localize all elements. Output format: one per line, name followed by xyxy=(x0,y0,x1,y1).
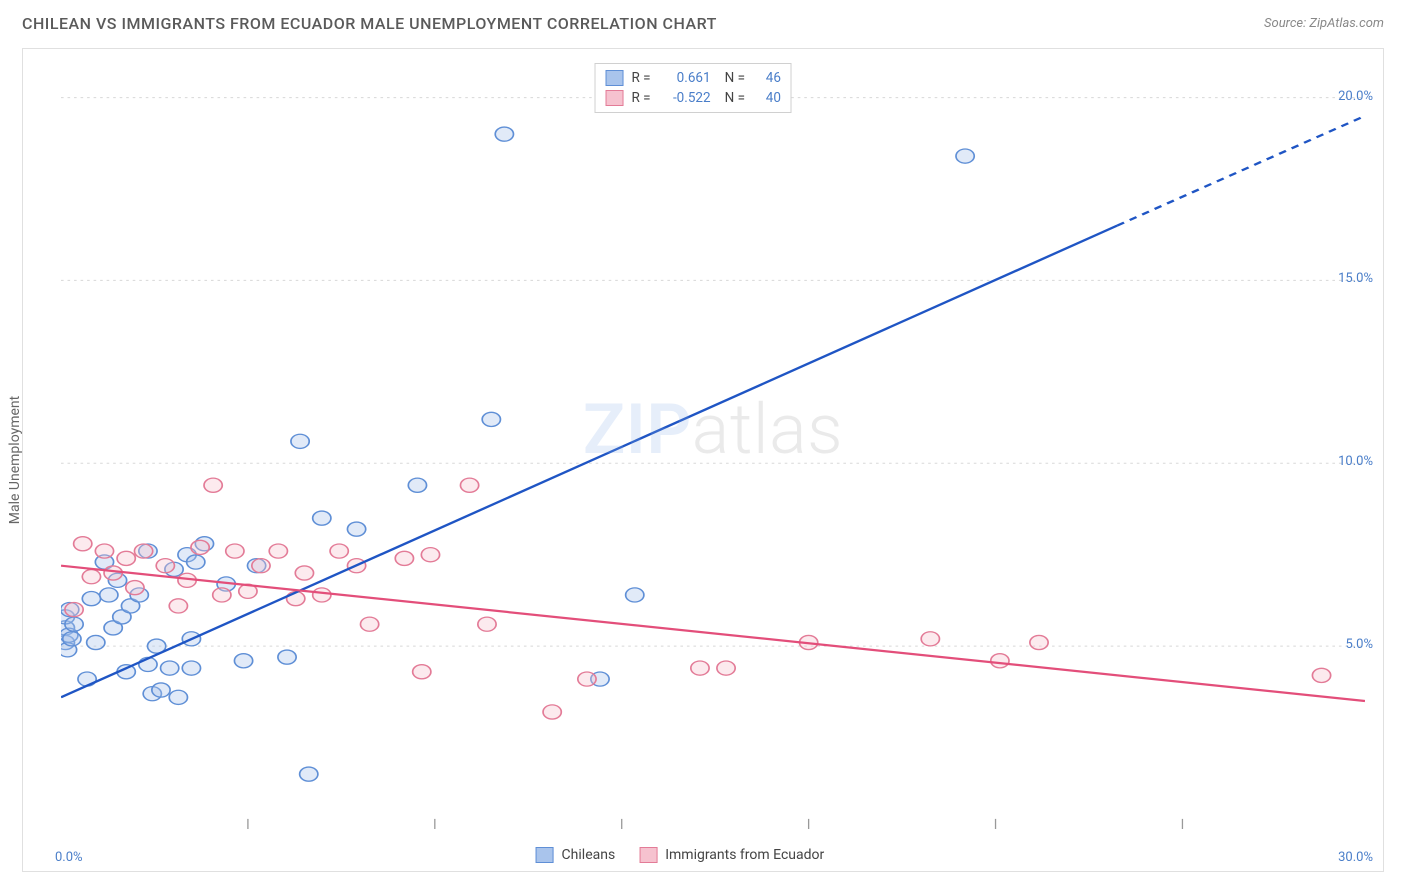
series-legend-item: Chileans xyxy=(536,847,616,863)
legend-swatch xyxy=(606,70,624,86)
n-label: N = xyxy=(725,90,745,106)
n-value: 40 xyxy=(753,90,781,106)
plot-area: ZIPatlas R =0.661N =46R =-0.522N =40 xyxy=(61,61,1365,829)
y-tick-label: 5.0% xyxy=(1345,637,1373,652)
series-legend-item: Immigrants from Ecuador xyxy=(639,847,824,863)
correlation-row: R = -0.522 N = 40 xyxy=(606,88,781,108)
correlation-legend: R = 0.661 N = 46 R = -0.522 N = 40 xyxy=(595,63,792,113)
scatter-svg xyxy=(61,61,1365,829)
chart-container: Male Unemployment ZIPatlas R =0.661N =46… xyxy=(22,48,1384,872)
source-label: Source: ZipAtlas.com xyxy=(1264,16,1384,31)
series-name: Chileans xyxy=(562,847,616,863)
legend-swatch xyxy=(606,90,624,106)
legend-swatch xyxy=(536,847,554,863)
series-legend: Chileans Immigrants from Ecuador xyxy=(536,847,825,863)
y-tick-label: 15.0% xyxy=(1338,271,1373,286)
n-value: 46 xyxy=(753,70,781,86)
chart-title: CHILEAN VS IMMIGRANTS FROM ECUADOR MALE … xyxy=(22,14,717,33)
r-value: 0.661 xyxy=(659,70,711,86)
y-axis-label: Male Unemployment xyxy=(7,396,23,524)
n-label: N = xyxy=(725,70,745,86)
legend-swatch xyxy=(639,847,657,863)
x-tick-label-min: 0.0% xyxy=(55,850,83,865)
x-tick-label-max: 30.0% xyxy=(1338,850,1373,865)
r-label: R = xyxy=(632,90,651,106)
y-tick-label: 10.0% xyxy=(1338,454,1373,469)
series-name: Immigrants from Ecuador xyxy=(665,847,824,863)
y-tick-label: 20.0% xyxy=(1338,89,1373,104)
r-value: -0.522 xyxy=(659,90,711,106)
r-label: R = xyxy=(632,70,651,86)
correlation-row: R = 0.661 N = 46 xyxy=(606,68,781,88)
